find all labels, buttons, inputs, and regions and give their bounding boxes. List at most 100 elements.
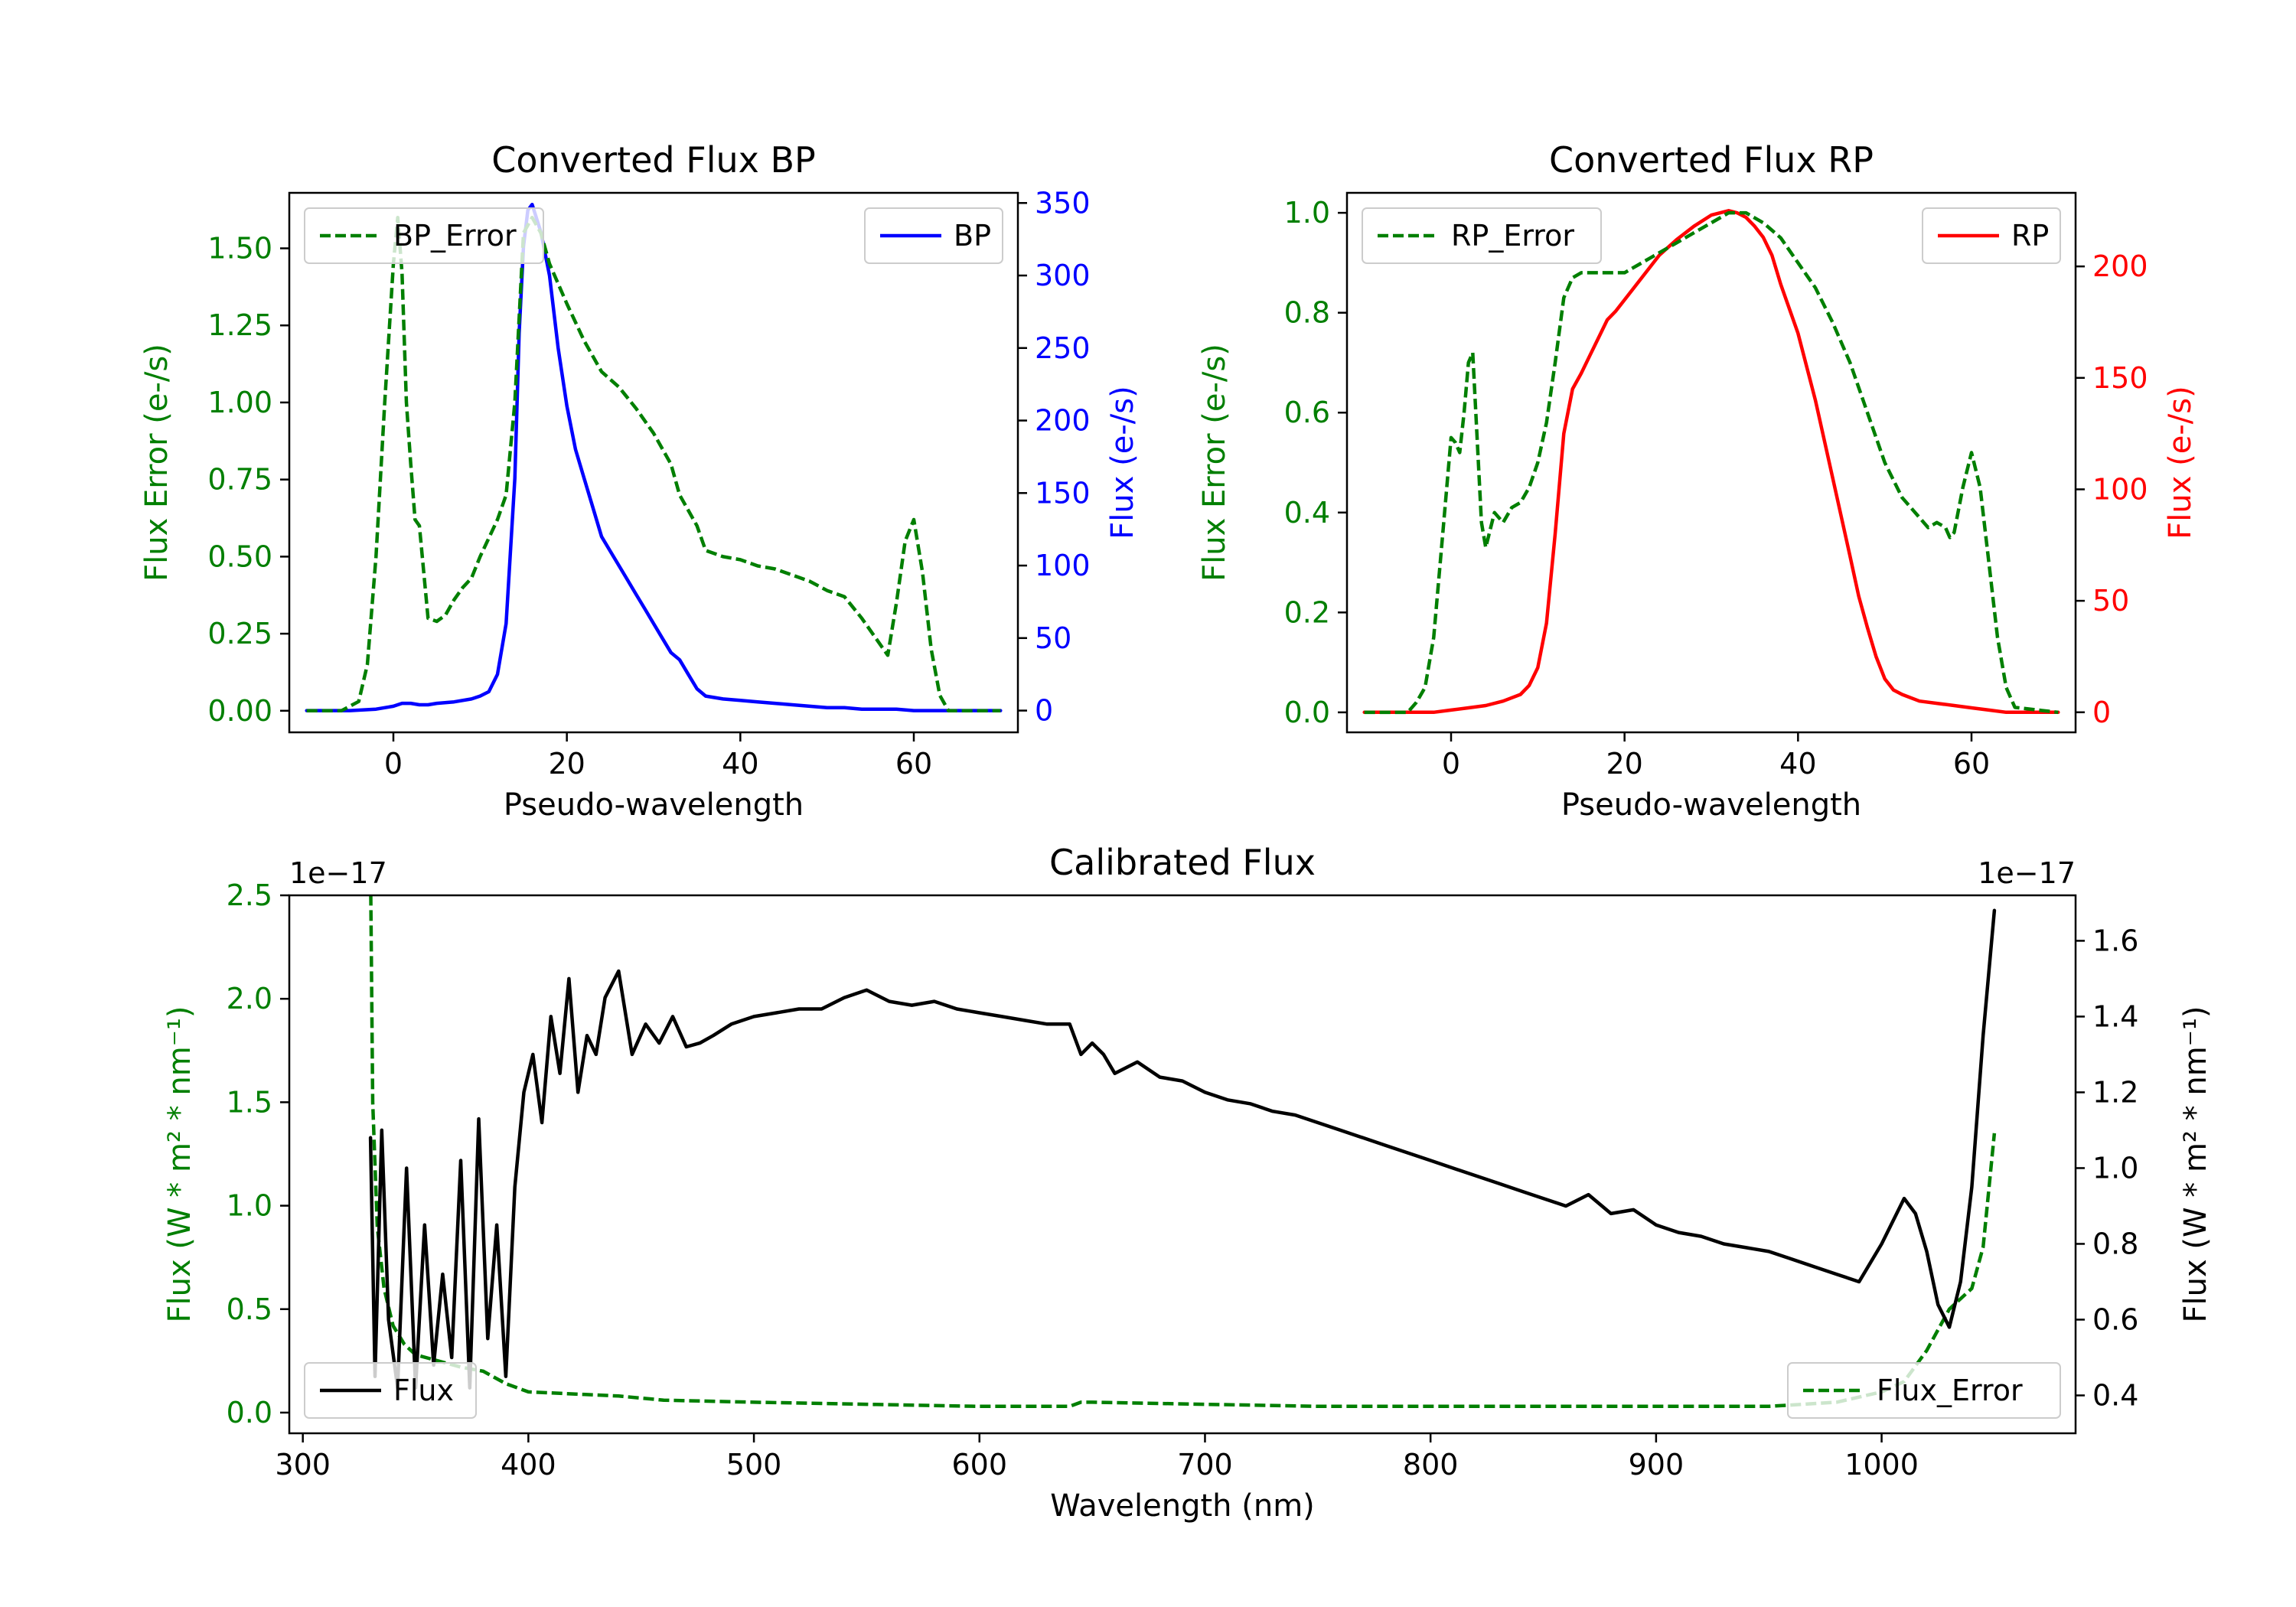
y-left-axis-label: Flux Error (e-/s) [1197, 344, 1232, 582]
y-right-tick-label: 250 [1035, 331, 1091, 365]
chart-3: 300 400 500 600 700 800 900 1000 0.0 0.5 1.0 1.5 2.0… [162, 842, 2213, 1524]
x-tick-label: 700 [1177, 1448, 1233, 1482]
y-right-tick-label: 100 [2092, 472, 2148, 506]
x-tick-label: 40 [1779, 747, 1816, 781]
y-right-tick-label: 150 [2092, 361, 2148, 395]
series-group [305, 202, 1003, 713]
x-axis-label: Wavelength (nm) [1050, 1488, 1315, 1524]
y-left-tick-label: 0.4 [1284, 496, 1330, 530]
y-left-tick-label: 0.75 [207, 463, 272, 497]
x-tick-label: 600 [952, 1448, 1008, 1482]
chart-title: Converted Flux BP [491, 139, 816, 181]
series-line-rp-error [1364, 210, 2059, 715]
y-left-tick-label: 2.0 [227, 982, 272, 1015]
series-line-flux [368, 908, 1997, 1390]
x-tick-label: 40 [722, 747, 758, 781]
y-right-axis-label: Flux (e-/s) [2163, 386, 2198, 539]
y-left-tick-label: 0.25 [207, 617, 272, 650]
y-left-tick-label: 1.00 [207, 386, 272, 419]
y-left-tick-label: 0.6 [1284, 396, 1330, 429]
x-tick-label: 500 [726, 1448, 782, 1482]
chart-2: 0 20 40 60 0.0 0.2 0.4 0.6 0.8 1.0 0 50 100 150 200 Con… [1197, 139, 2198, 823]
x-axis-label: Pseudo-wavelength [504, 787, 804, 823]
y-right-tick-label: 0.4 [2092, 1378, 2138, 1412]
legend-label: RP [2011, 219, 2049, 253]
legend-box [1362, 207, 1602, 264]
legend-label: BP [954, 219, 991, 253]
x-tick-label: 60 [1953, 747, 1990, 781]
plot-frame [288, 894, 2077, 1435]
y-left-tick-label: 0.0 [1284, 696, 1330, 729]
y-right-tick-label: 0.6 [2092, 1302, 2138, 1336]
plot-frame [1345, 191, 2077, 734]
y-right-tick-label: 1.6 [2092, 924, 2138, 957]
x-tick-label: 0 [384, 747, 403, 781]
offset-label-left: 1e−17 [289, 856, 387, 890]
legend-label: Flux [393, 1374, 454, 1407]
chart-title: Calibrated Flux [1049, 842, 1316, 883]
y-right-tick-label: 1.4 [2092, 999, 2138, 1033]
legend-label: Flux_Error [1877, 1374, 2023, 1407]
y-left-tick-label: 0.2 [1284, 595, 1330, 629]
legend-label: BP_Error [393, 219, 517, 253]
legend-bp: BP [864, 207, 1003, 264]
legend-box [304, 207, 544, 264]
series-line-flux-error [369, 895, 1997, 1409]
y-left-axis-label: Flux Error (e-/s) [139, 344, 174, 582]
legend-label: RP_Error [1451, 219, 1574, 253]
x-tick-label: 20 [548, 747, 585, 781]
legend-box [1787, 1362, 2061, 1419]
y-left-tick-label: 1.0 [227, 1189, 272, 1223]
y-left-axis-label: Flux (W * m² * nm⁻¹) [162, 1006, 197, 1323]
y-left-tick-label: 2.5 [227, 878, 272, 912]
series-group [1362, 209, 2060, 715]
series-line-rp [1362, 209, 2060, 715]
y-right-tick-label: 200 [1035, 404, 1091, 438]
legend-rp: RP [1922, 207, 2061, 264]
x-tick-label: 1000 [1844, 1448, 1919, 1482]
y-right-tick-label: 0 [2092, 696, 2111, 729]
series-line-bp-error [306, 215, 1001, 713]
x-tick-label: 800 [1403, 1448, 1459, 1482]
offset-label-right: 1e−17 [1978, 856, 2076, 890]
y-left-tick-label: 0.00 [207, 694, 272, 728]
x-tick-label: 60 [895, 747, 932, 781]
y-right-axis-label: Flux (e-/s) [1105, 386, 1140, 539]
y-right-tick-label: 350 [1035, 186, 1091, 220]
chart-title: Converted Flux RP [1549, 139, 1874, 181]
legend-bp-error: BP_Error [304, 207, 544, 264]
legend-box [304, 1362, 477, 1419]
y-right-tick-label: 100 [1035, 549, 1091, 582]
y-left-tick-label: 0.0 [227, 1396, 272, 1429]
y-left-tick-label: 1.25 [207, 308, 272, 342]
y-left-tick-label: 0.8 [1284, 296, 1330, 330]
x-tick-label: 400 [501, 1448, 556, 1482]
y-left-tick-label: 1.5 [227, 1085, 272, 1119]
y-left-tick-label: 1.0 [1284, 196, 1330, 230]
y-right-tick-label: 1.0 [2092, 1151, 2138, 1185]
y-left-tick-label: 1.50 [207, 232, 272, 266]
legend-rp-error: RP_Error [1362, 207, 1602, 264]
series-line-bp [305, 202, 1003, 712]
y-right-axis-label: Flux (W * m² * nm⁻¹) [2178, 1006, 2213, 1323]
y-left-tick-label: 0.5 [227, 1292, 272, 1326]
x-tick-label: 0 [1442, 747, 1460, 781]
y-left-tick-label: 0.50 [207, 539, 272, 573]
x-tick-label: 900 [1629, 1448, 1684, 1482]
x-tick-label: 300 [275, 1448, 331, 1482]
y-right-tick-label: 50 [2092, 584, 2129, 618]
chart-1: 0 20 40 60 0.00 0.25 0.50 0.75 1.00 1.25 1.50 0 50 10… [139, 139, 1140, 823]
x-tick-label: 20 [1606, 747, 1642, 781]
y-right-tick-label: 0 [1035, 694, 1053, 728]
series-group [368, 895, 1997, 1409]
x-axis-label: Pseudo-wavelength [1561, 787, 1861, 823]
legend-flux: Flux [304, 1362, 477, 1419]
legend-flux-error: Flux_Error [1787, 1362, 2061, 1419]
plot-frame [288, 191, 1019, 734]
y-right-tick-label: 50 [1035, 621, 1071, 655]
y-right-tick-label: 1.2 [2092, 1075, 2138, 1109]
y-right-tick-label: 200 [2092, 249, 2148, 283]
y-right-tick-label: 0.8 [2092, 1227, 2138, 1260]
y-right-tick-label: 150 [1035, 476, 1091, 510]
